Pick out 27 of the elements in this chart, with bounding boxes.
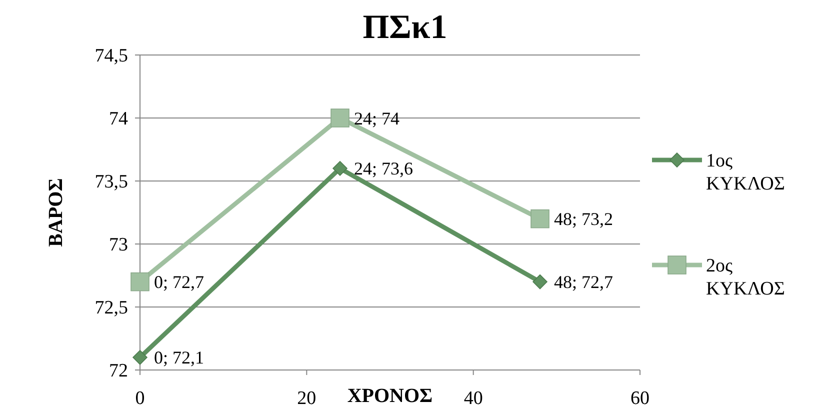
y-tick-label: 74 xyxy=(109,108,128,130)
x-axis-title: ΧΡΟΝΟΣ xyxy=(347,385,433,407)
y-tick-label: 73,5 xyxy=(94,172,128,193)
data-label: 24; 73,6 xyxy=(354,158,414,179)
chart-title: ΠΣκ1 xyxy=(362,9,448,46)
y-axis-title: ΒΑΡΟΣ xyxy=(45,178,67,247)
point xyxy=(132,350,148,365)
y-tick-label: 72 xyxy=(109,360,128,382)
legend-label: 2ος ΚΥΚΛΟΣ xyxy=(706,256,785,300)
x-tick-label: 20 xyxy=(297,388,316,409)
point xyxy=(532,274,548,290)
data-label: 48; 73,2 xyxy=(554,209,614,230)
data-label: 0; 72,1 xyxy=(154,348,204,368)
y-tick-label: 74,5 xyxy=(94,46,128,67)
y-tick-label: 73 xyxy=(109,234,128,256)
point xyxy=(332,161,348,176)
y-tick-label: 72,5 xyxy=(94,298,128,319)
point xyxy=(530,209,550,228)
x-tick-label: 60 xyxy=(630,388,650,409)
data-label: 0; 72,7 xyxy=(154,272,204,292)
legend-label: 1ος ΚΥΚΛΟΣ xyxy=(706,150,785,194)
data-label: 24; 74 xyxy=(354,108,400,128)
point xyxy=(330,108,350,128)
x-tick-label: 0 xyxy=(135,388,145,409)
x-tick-label: 40 xyxy=(464,388,483,409)
data-label: 48; 72,7 xyxy=(554,272,614,292)
point xyxy=(130,272,150,292)
